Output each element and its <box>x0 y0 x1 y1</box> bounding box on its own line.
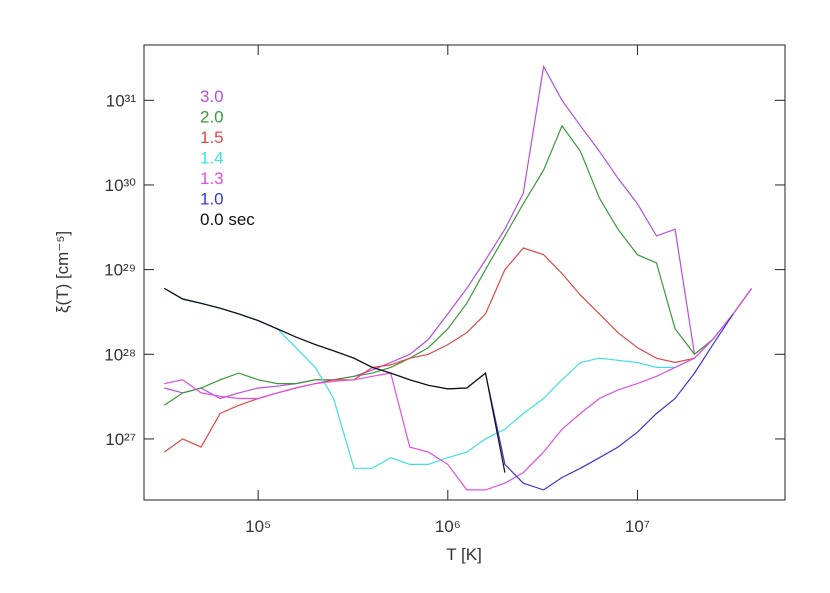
legend-label: 3.0 <box>200 87 224 106</box>
x-tick-label: 10⁵ <box>245 517 271 536</box>
y-tick-label: 10³¹ <box>106 91 137 110</box>
legend-label: 2.0 <box>200 108 224 127</box>
legend-label: 1.3 <box>200 169 224 188</box>
series-line <box>164 64 753 400</box>
y-tick-label: 10²⁹ <box>104 261 136 280</box>
y-tick-label: 10²⁷ <box>105 430 136 449</box>
x-tick-label: 10⁶ <box>435 517 461 536</box>
series-line <box>164 288 753 491</box>
series-line <box>164 287 734 469</box>
legend-label: 1.4 <box>200 149 224 168</box>
series-line <box>163 124 753 406</box>
x-axis-label: T [K] <box>446 545 482 564</box>
legend-label: 1.5 <box>200 128 224 147</box>
x-tick-label: 10⁷ <box>625 517 650 536</box>
plot-frame <box>143 44 786 501</box>
series-line <box>164 287 506 473</box>
legend-label: 0.0 sec <box>200 210 255 229</box>
legend-label: 1.0 <box>200 190 224 209</box>
y-tick-label: 10³⁰ <box>105 176 137 195</box>
y-axis-label: ξ(T) [cm⁻⁵] <box>53 231 72 313</box>
y-tick-label: 10²⁸ <box>104 345 136 364</box>
